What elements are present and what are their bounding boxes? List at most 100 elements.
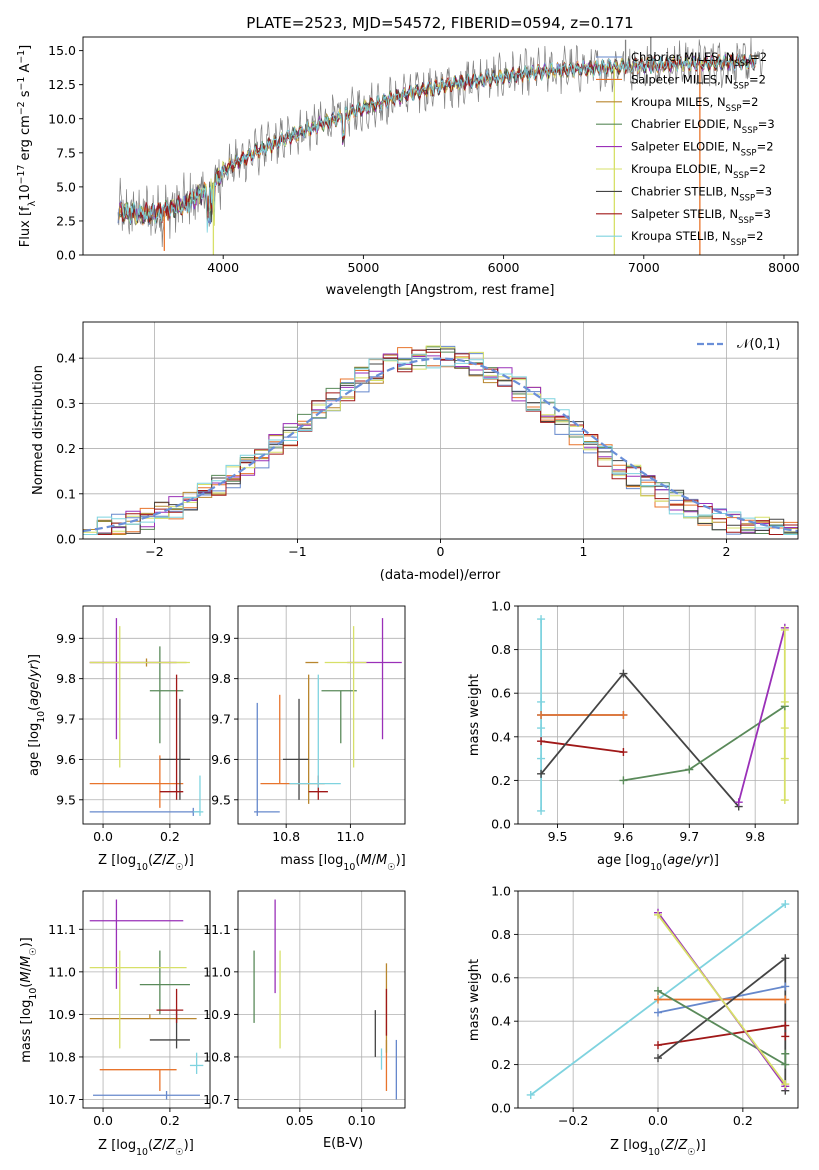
x-tick-label: 10.8 [272,829,300,844]
x-tick-label: 9.7 [679,829,699,844]
weight-marker [781,982,790,991]
label-part: ☉ [175,1147,183,1158]
z-mass-axes [83,891,210,1108]
y-tick-label: 0.2 [56,441,76,456]
label-part: 10 [18,184,33,201]
label-part: / [162,853,167,868]
residual-ylabel: Normed distribution [31,365,46,495]
x-tick-label: 0.10 [348,1113,376,1128]
label-part: ☉ [28,947,39,955]
label-part: 10 [136,862,148,873]
label-part: age [27,682,42,706]
y-tick-label: 10.8 [48,1049,76,1064]
y-tick-label: 0.6 [491,970,511,985]
label-part: Z [664,1138,675,1153]
label-part: λ [27,200,38,206]
label-part: ( [19,983,34,988]
x-tick-label: 9.6 [613,829,633,844]
y-tick-label: 10.7 [48,1092,76,1107]
weight-marker [537,754,546,763]
weight-marker [734,798,743,807]
weight-marker [526,1090,535,1099]
weight-marker [537,724,546,733]
z-age-xlabel: Z [log10(Z/Z☉)] [98,853,194,873]
axes-frame [517,605,799,825]
weight-marker [537,615,546,624]
weight-marker [537,769,546,778]
y-tick-label: 1.0 [491,599,511,614]
mass-age-axes [238,606,405,824]
legend-sub: SSP [733,81,749,91]
weight-marker [781,1080,790,1089]
weight-marker [780,724,789,733]
label-part: age [log [27,723,42,776]
legend-count: =3 [758,117,775,131]
x-tick-label: 9.5 [548,829,568,844]
y-tick-label: 15.0 [48,43,76,58]
z-age-axes [83,606,210,824]
y-tick-label: 9.9 [211,631,231,646]
weight-marker [537,711,546,719]
y-tick-label: 11.0 [203,964,231,979]
weight-marker [781,1032,790,1041]
weight-marker [781,900,790,909]
weight-marker [654,1041,662,1050]
weight-line [737,627,786,803]
label-part: ] [18,45,33,50]
legend-count: =2 [750,50,767,64]
y-tick-label: 0.6 [491,686,511,701]
label-part: Z [152,853,163,868]
y-tick-label: 10.9 [48,1007,76,1022]
legend-text: Kroupa STELIB, N [631,229,731,243]
label-part: Z [165,1138,176,1153]
legend-text: Salpeter MILES, N [631,72,733,86]
label-part: age [log [597,853,650,868]
weight-line [657,914,787,1085]
x-tick-label: 2 [723,544,731,559]
legend-entry: Kroupa MILES, NSSP=2 [631,95,758,114]
weight-marker [781,1060,790,1069]
z-mass-xlabel: Z [log10(Z/Z☉)] [98,1138,194,1158]
label-part: Z [log [98,853,136,868]
y-tick-label: 0.2 [491,1057,511,1072]
weight-marker [780,796,789,805]
spectrum-ylabel: Flux [fλ10−17 erg cm−2 s−1 A−1] [16,45,38,247]
y-tick-label: 0.3 [56,396,76,411]
histogram-step-line [83,348,798,535]
legend-sub: SSP [742,126,758,136]
label-part: Flux [f [18,206,33,247]
weight-marker [654,1008,662,1017]
legend-count: =2 [749,72,766,86]
weight-marker [781,1049,790,1058]
weight-marker [654,910,662,919]
ebv-mass-axes [238,891,405,1108]
y-tick-label: 9.5 [56,792,76,807]
label-part: 10 [36,711,47,723]
spectrum-observed-line [117,37,764,248]
label-part: ☉ [387,862,395,873]
legend-text: Kroupa ELODIE, N [631,162,733,176]
label-part: yr [27,662,42,678]
weight-age-ylabel: mass weight [467,674,482,756]
label-part: 10 [136,1147,148,1158]
label-part: ( [662,853,667,868]
spectrum-model-line [121,53,757,233]
label-part: )] [184,1138,194,1153]
weight-marker [619,776,628,785]
y-tick-label: 10.0 [48,111,76,126]
legend-entry: Salpeter ELODIE, NSSP=2 [631,140,774,159]
axes-frame [82,890,211,1109]
weight-age-axes-plot [540,619,786,811]
legend-count: =3 [754,207,771,221]
label-part: 10 [650,862,662,873]
histogram-step-line [83,345,798,535]
legend-text: Salpeter STELIB, N [631,207,738,221]
label-part: Z [log [98,1138,136,1153]
label-part: s [18,90,33,101]
axes-frame [237,605,406,825]
y-tick-label: 0.8 [491,642,511,657]
legend-entry: Chabrier STELIB, NSSP=3 [631,184,772,203]
ebv-mass-axes-plot [253,899,397,1100]
z-age-axes-plot [89,618,204,816]
legend-normal-label: 𝒩(0,1) [737,337,780,352]
